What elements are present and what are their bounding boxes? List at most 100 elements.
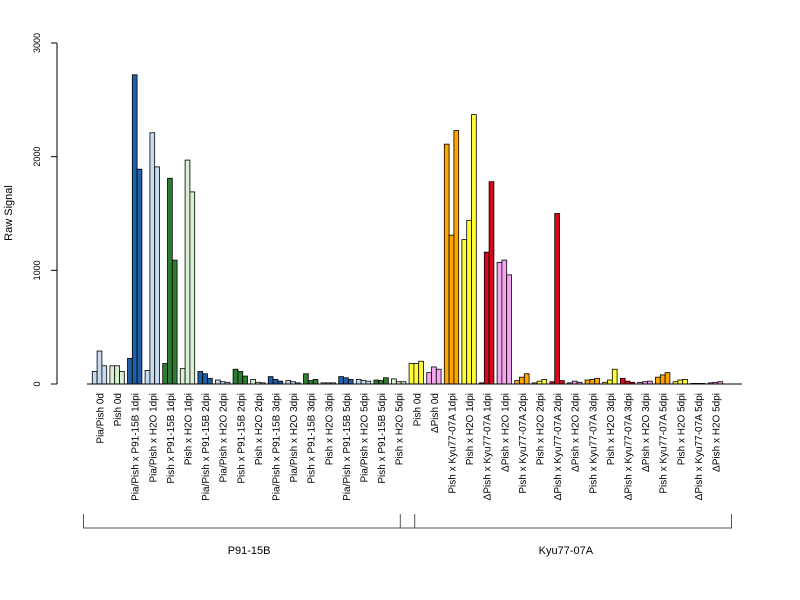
bar [312, 379, 319, 385]
group-brackets: P91-15B Kyu77-07A [83, 514, 732, 557]
bar [96, 350, 103, 385]
bar [501, 259, 508, 385]
bar [589, 379, 596, 385]
bar [215, 379, 221, 385]
x-tick-label: ΔPish x Kyu77-07A 1dpi [483, 393, 494, 500]
y-axis-label: Raw Signal [3, 185, 15, 241]
bar [144, 369, 151, 385]
y-axis: 0 1000 2000 3000 [32, 33, 58, 387]
x-tick-label: Pia/Pish x P91-15B 2dpi [201, 393, 212, 501]
bar [682, 379, 688, 385]
x-tick-label: Pish x H2O 3dpi [324, 393, 335, 465]
bar [655, 376, 661, 385]
bar [471, 114, 477, 385]
bar [541, 379, 548, 385]
bar [307, 380, 314, 385]
x-tick-label: Pish x H2O 5dpi [676, 393, 687, 465]
bar [435, 368, 442, 385]
bar [619, 377, 626, 385]
x-tick-label: Pia/Pish x H2O 3dpi [289, 393, 300, 483]
x-tick-label: Pish x P91-15B 2dpi [236, 393, 247, 484]
y-tick-label: 1000 [32, 260, 42, 280]
group-bracket [83, 514, 416, 529]
bar [426, 372, 432, 385]
bar [109, 365, 116, 385]
bar [338, 376, 344, 385]
bar [119, 371, 125, 385]
x-tick-label: Pish x P91-15B 3dpi [307, 393, 318, 484]
x-axis: Pia/Pish 0d Pish 0d Pia/Pish x P91-15B 1dp… [87, 383, 742, 501]
bar [202, 373, 208, 385]
bar [677, 379, 684, 385]
bar [347, 379, 354, 385]
x-tick-label: Pia/Pish 0d [96, 393, 107, 444]
y-tick-label: 2000 [32, 147, 42, 167]
bar [267, 376, 274, 385]
x-tick-label: Pish x H2O 5dpi [395, 393, 406, 465]
x-tick-label: Pish x P91-15B 5dpi [377, 393, 388, 484]
bar [149, 132, 156, 385]
bar [418, 360, 424, 385]
bar [343, 377, 349, 385]
x-tick-label: Pish 0d [412, 393, 423, 426]
x-tick-label: Pish x H2O 2dpi [536, 393, 547, 465]
bars [91, 74, 724, 385]
x-tick-label: Pish x H2O 2dpi [254, 393, 265, 465]
x-tick-label: Pish x Kyu77-07A 5dpi [659, 393, 670, 494]
bar [171, 259, 178, 385]
bar [373, 379, 380, 385]
x-tick-label: Pish x H2O 3dpi [606, 393, 617, 465]
x-tick-label: ΔPish x H2O 5dpi [712, 393, 723, 472]
bar [131, 74, 138, 385]
bar [514, 380, 520, 385]
x-tick-label: Pia/Pish x H2O 5dpi [360, 393, 371, 483]
bar [237, 371, 244, 385]
bar [383, 377, 389, 385]
bar [594, 377, 600, 385]
bar [431, 366, 437, 385]
x-tick-label: Pia/Pish x P91-15B 5dpi [342, 393, 353, 501]
bar [101, 365, 108, 385]
bar [167, 177, 173, 385]
x-tick-label: ΔPish x Kyu77-07A 2dpi [553, 393, 564, 500]
x-tick-label: Pish x P91-15B 1dpi [166, 393, 177, 484]
group-bracket [399, 514, 732, 529]
bar [91, 371, 98, 385]
bar [413, 363, 420, 385]
bar [559, 380, 565, 385]
bar [461, 239, 468, 385]
bar [488, 181, 495, 385]
x-tick-label: ΔPish x H2O 2dpi [571, 393, 582, 472]
x-tick-label: Pish x H2O 1dpi [184, 393, 195, 465]
bar [285, 380, 292, 385]
bar [272, 379, 279, 385]
bar [523, 373, 530, 385]
x-tick-label: ΔPish x H2O 1dpi [500, 393, 511, 472]
x-tick-label: Pia/Pish x P91-15B 1dpi [131, 393, 142, 501]
bar [355, 379, 362, 385]
bar [584, 379, 591, 385]
bar [483, 251, 490, 385]
group-label: P91-15B [228, 545, 271, 557]
bar [303, 373, 309, 385]
bar [554, 213, 560, 385]
x-tick-label: Pish x Kyu77-07A 2dpi [518, 393, 529, 494]
bar [197, 371, 204, 385]
bar [607, 379, 613, 385]
bar [466, 219, 472, 385]
bar [391, 378, 397, 385]
bar [114, 365, 120, 385]
bar [408, 363, 415, 385]
bar [378, 380, 384, 385]
x-tick-label: Pia/Pish x H2O 2dpi [219, 393, 230, 483]
x-tick-label: Pish 0d [113, 393, 124, 426]
bar [250, 379, 256, 385]
bar [496, 261, 503, 385]
group-label: Kyu77-07A [539, 545, 594, 557]
x-tick-label: ΔPish x H2O 3dpi [641, 393, 652, 472]
x-tick-label: Pia/Pish x P91-15B 3dpi [272, 393, 283, 501]
bar [136, 168, 143, 385]
x-tick-label: ΔPish x Kyu77-07A 5dpi [694, 393, 705, 500]
x-tick-label: Pish x Kyu77-07A 3dpi [588, 393, 599, 494]
